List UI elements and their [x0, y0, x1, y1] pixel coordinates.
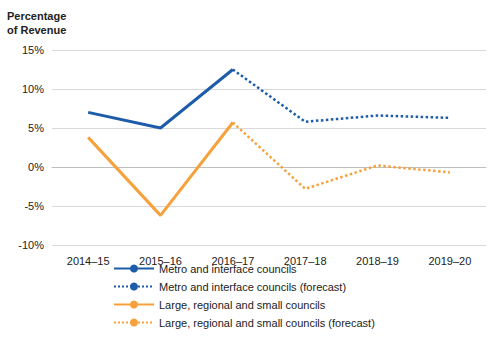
svg-text:5%: 5% — [28, 122, 44, 134]
svg-text:2017–18: 2017–18 — [283, 254, 327, 267]
svg-text:2015–16: 2015–16 — [139, 254, 182, 267]
svg-text:of Revenue: of Revenue — [7, 24, 66, 36]
svg-text:Metro and interface councils (: Metro and interface councils (forecast) — [159, 281, 346, 293]
svg-text:-10%: -10% — [18, 239, 44, 251]
svg-text:2014–15: 2014–15 — [67, 255, 110, 267]
svg-text:Percentage: Percentage — [7, 10, 66, 22]
svg-text:0%: 0% — [28, 161, 44, 173]
svg-text:2016–17: 2016–17 — [211, 254, 255, 267]
svg-text:15%: 15% — [22, 44, 44, 56]
svg-text:-5%: -5% — [24, 200, 44, 212]
svg-text:Large, regional and small coun: Large, regional and small councils — [159, 299, 326, 311]
svg-text:10%: 10% — [22, 83, 44, 95]
svg-text:Large, regional and small coun: Large, regional and small councils (fore… — [159, 317, 375, 329]
svg-text:2019–20: 2019–20 — [428, 255, 471, 267]
svg-text:2018–19: 2018–19 — [356, 255, 399, 267]
svg-text:Metro and interface councils: Metro and interface councils — [159, 263, 297, 275]
